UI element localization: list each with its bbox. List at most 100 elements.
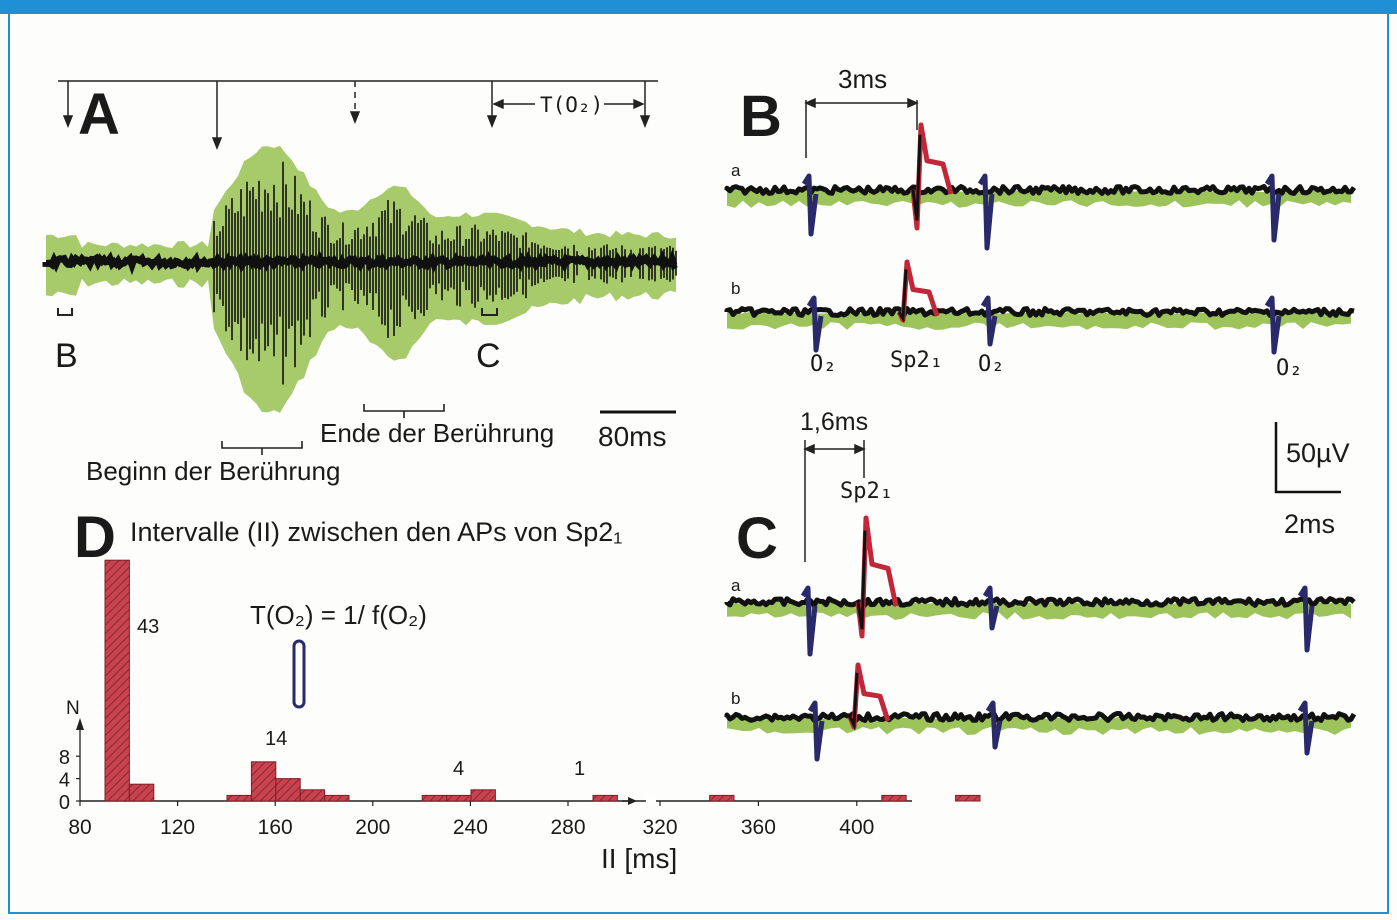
- histogram-bar: [226, 794, 252, 802]
- x-tick-label: 160: [258, 816, 293, 839]
- touch-start-label: Beginn der Berührung: [86, 456, 340, 486]
- trace-b-a: [724, 122, 1357, 251]
- c-unit-sp: Sp2₁: [840, 479, 893, 504]
- b-interval-arrow: [804, 97, 919, 109]
- o2-spike: [977, 173, 995, 251]
- b-trace-a-label: a: [731, 161, 741, 180]
- b-trace-b-label: b: [731, 279, 740, 298]
- x-tick-label: 400: [839, 816, 874, 839]
- o2-spike: [1297, 585, 1315, 653]
- sp-spike-core: [897, 269, 908, 324]
- x-tick-label: 200: [355, 816, 390, 839]
- o2-spike: [985, 700, 1003, 750]
- touch-end-label: Ende der Berührung: [320, 418, 554, 448]
- y-ticks: 048: [59, 747, 80, 814]
- b-unit-o2-3: O₂: [1276, 356, 1303, 381]
- touch-start-bracket: [221, 441, 303, 455]
- trace-line: [724, 596, 1356, 608]
- trace-line: [724, 711, 1357, 723]
- histogram-bar: [421, 794, 448, 802]
- o2-spike: [980, 295, 998, 347]
- sp-spike: [855, 515, 899, 639]
- histogram-bar: [324, 794, 350, 802]
- histogram-bar: [275, 778, 301, 802]
- sp-spike: [910, 122, 954, 231]
- touch-end-bracket: [363, 404, 445, 418]
- panel-d: D Intervalle (II) zwischen den APs von S…: [59, 505, 981, 874]
- panel-a: A T(O₂) B C: [42, 80, 678, 486]
- o2-spike: [1297, 700, 1315, 756]
- axis-break: [622, 797, 656, 805]
- period-arrow: [492, 98, 645, 110]
- b-interval-label: 3ms: [838, 64, 887, 94]
- frame-border: [8, 14, 1389, 914]
- x-tick-label: 80: [68, 816, 91, 839]
- interval-histogram: 80 120 160 200 240 280 320 360 400 048 N II [ms]: [59, 559, 981, 874]
- c-trace-b-label: b: [731, 689, 740, 708]
- o2-spike: [801, 173, 819, 237]
- y-tick-label: 0: [59, 792, 70, 814]
- histogram-bar: [104, 559, 130, 802]
- trace-envelope: [727, 189, 1351, 208]
- sp-spike-core: [911, 134, 922, 221]
- panel-a-label: A: [78, 82, 120, 147]
- count-label-43: 43: [137, 616, 159, 638]
- b-unit-o2-2: O₂: [978, 352, 1005, 377]
- y-tick-label: 8: [59, 747, 70, 769]
- o2-spike: [806, 295, 824, 353]
- count-label-14: 14: [265, 728, 287, 750]
- panel-b: B 3ms a b O₂ Sp2₁ O₂ O₂: [724, 64, 1357, 381]
- baseline-trace: [42, 248, 678, 276]
- o2-spike: [807, 700, 825, 762]
- amplitude-time-scale: [1274, 422, 1341, 494]
- period-formula: T(O₂) = 1/ f(O₂): [250, 600, 427, 630]
- b-unit-sp: Sp2₁: [890, 348, 943, 373]
- c-interval-arrow: [803, 443, 866, 455]
- x-tick-label: 120: [160, 816, 195, 839]
- c-interval-label: 1,6ms: [800, 408, 868, 436]
- o2-spike: [982, 585, 1000, 631]
- panel-c: C 1,6ms Sp2₁ a b 50µV 2ms: [724, 408, 1357, 762]
- panel-b-label: B: [740, 84, 782, 149]
- histogram-bars: [104, 559, 981, 802]
- trace-b-b: [724, 259, 1355, 355]
- trace-line: [724, 306, 1355, 318]
- trace-c-a: [724, 515, 1356, 657]
- bracket-b: [57, 308, 73, 316]
- stimulus-arrows: [62, 81, 651, 151]
- trace-c-b: [724, 662, 1357, 762]
- o2-spike: [800, 585, 818, 657]
- x-tick-label: 320: [642, 816, 677, 839]
- bracket-c: [481, 308, 498, 316]
- count-label-4: 4: [453, 758, 464, 780]
- histogram-bar: [128, 783, 155, 802]
- marker-c: C: [476, 337, 501, 375]
- y-axis-arrow: [76, 718, 84, 730]
- voltage-scale-label: 50µV: [1286, 438, 1350, 468]
- histogram-title: Intervalle (II) zwischen den APs von Sp2…: [130, 517, 622, 547]
- histogram-bar: [299, 789, 326, 802]
- o2-spike: [1264, 173, 1282, 243]
- time-scale-label-c: 2ms: [1284, 509, 1335, 539]
- x-axis-label: II [ms]: [601, 843, 677, 874]
- c-trace-a-label: a: [731, 576, 741, 595]
- histogram-bar: [881, 794, 907, 802]
- histogram-bar: [592, 794, 618, 802]
- time-scale-label: 80ms: [598, 421, 666, 452]
- histogram-bar: [709, 794, 735, 802]
- b-unit-o2-1: O₂: [810, 352, 837, 377]
- histogram-bar: [250, 761, 277, 802]
- histogram-bar: [470, 789, 496, 802]
- top-bar: [0, 0, 1397, 14]
- x-tick-label: 360: [741, 816, 776, 839]
- panel-d-label: D: [74, 505, 116, 570]
- trace-line: [724, 184, 1357, 196]
- x-tick-label: 240: [453, 816, 488, 839]
- histogram-bar: [446, 794, 472, 802]
- panel-c-label: C: [736, 506, 778, 571]
- o2-spike: [1264, 295, 1282, 355]
- marker-b: B: [55, 337, 78, 375]
- x-tick-label: 280: [550, 816, 585, 839]
